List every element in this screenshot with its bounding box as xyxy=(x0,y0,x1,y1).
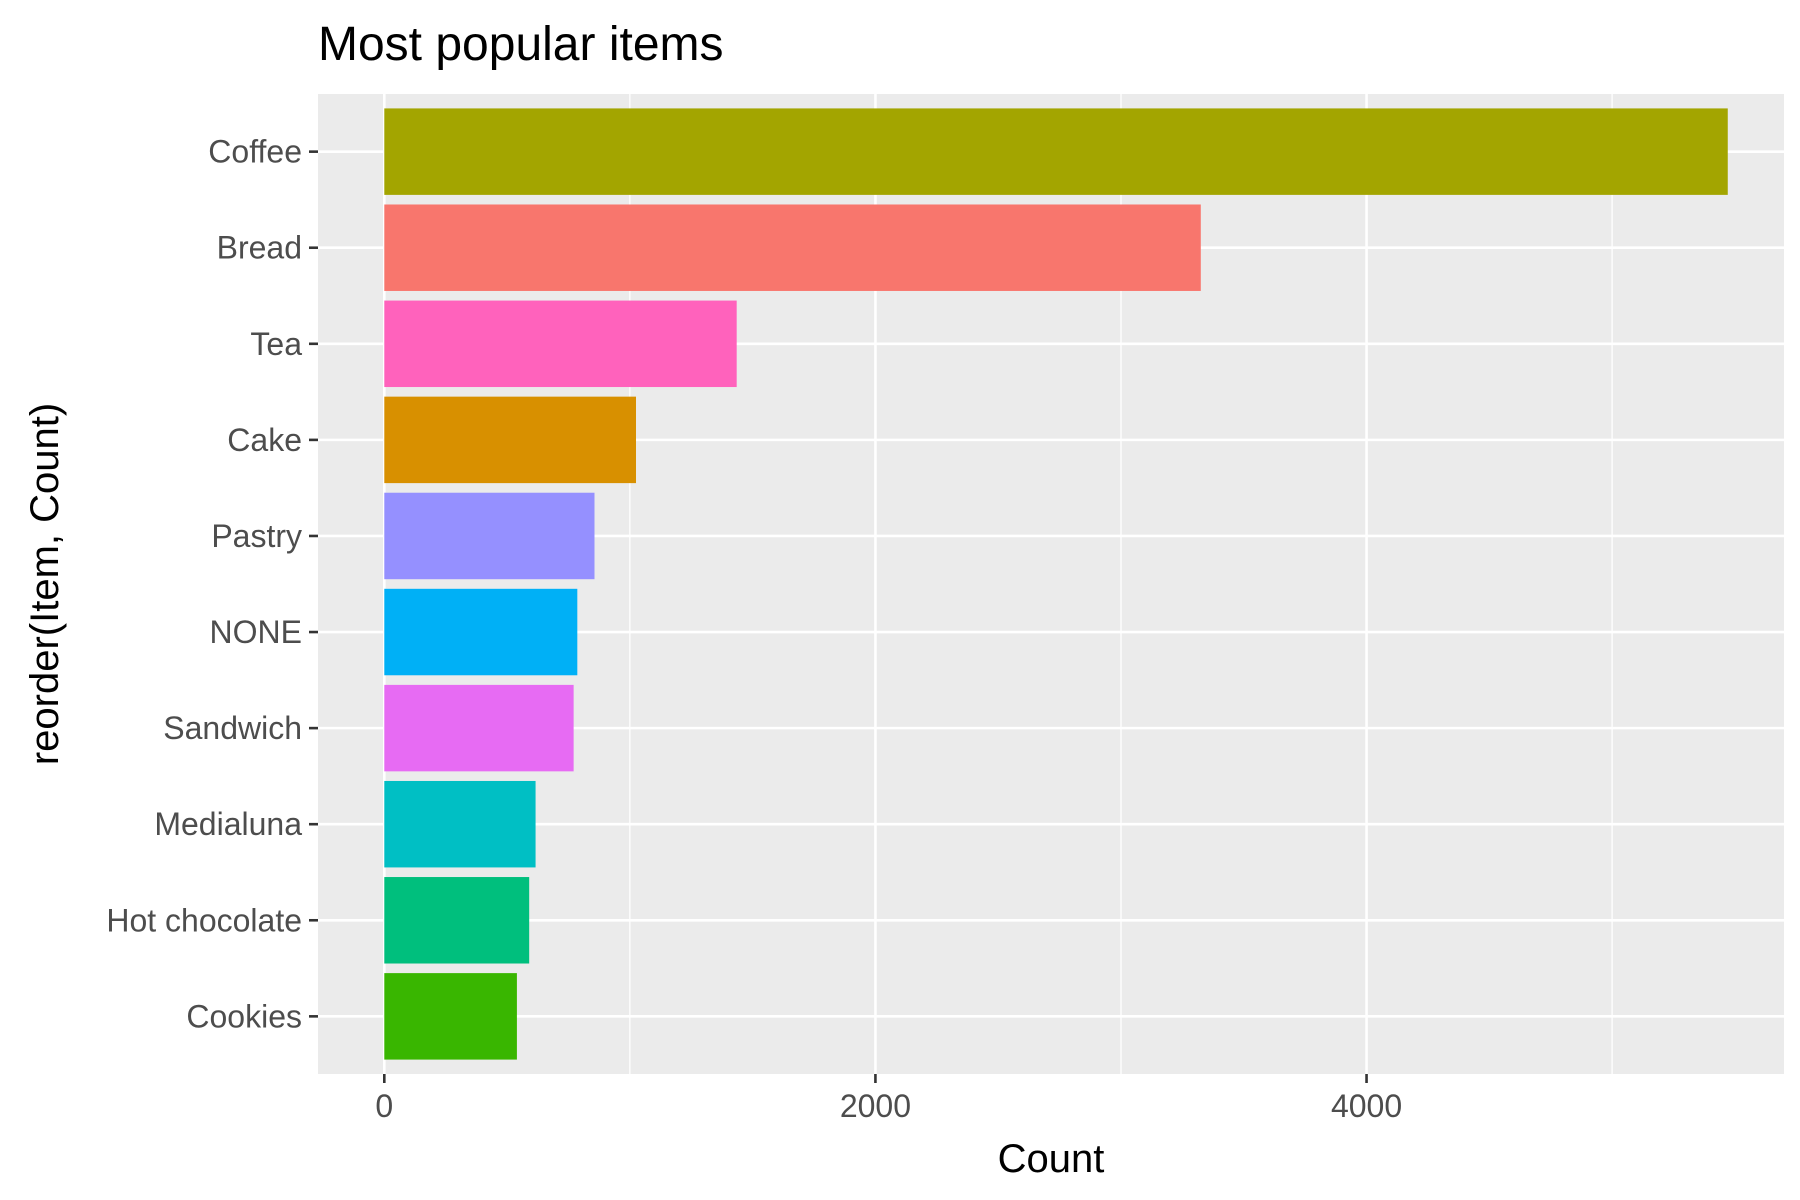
y-tick-label: Cake xyxy=(227,422,302,458)
y-tick-label: Tea xyxy=(250,326,302,362)
y-tick-label: NONE xyxy=(210,614,302,650)
bar-sandwich xyxy=(384,684,574,772)
y-tick-label: Cookies xyxy=(186,998,302,1034)
chart-title: Most popular items xyxy=(318,18,724,71)
bars xyxy=(384,108,1728,1060)
x-tick-label: 4000 xyxy=(1331,1088,1402,1124)
x-tick-label: 2000 xyxy=(840,1088,911,1124)
bar-hot-chocolate xyxy=(384,877,530,964)
y-axis-title: reorder(Item, Count) xyxy=(23,403,67,765)
bar-tea xyxy=(384,300,737,388)
y-axis: Coffee Bread Tea Cake Pastry NONE Sandwich Medi… xyxy=(106,134,318,1034)
bar-cookies xyxy=(384,973,517,1060)
bar-pastry xyxy=(384,492,595,580)
y-tick-label: Medialuna xyxy=(154,806,302,842)
bar-medialuna xyxy=(384,780,536,868)
bar-coffee xyxy=(384,108,1728,195)
bar-cake xyxy=(384,396,637,484)
y-tick-label: Coffee xyxy=(208,134,302,170)
x-axis-title: Count xyxy=(998,1137,1105,1181)
bar-none xyxy=(384,588,578,676)
x-axis: 0 2000 4000 xyxy=(375,1074,1402,1124)
y-tick-label: Hot chocolate xyxy=(106,902,302,938)
y-tick-label: Pastry xyxy=(211,518,302,554)
y-tick-label: Bread xyxy=(217,230,302,266)
y-tick-label: Sandwich xyxy=(163,710,302,746)
x-tick-label: 0 xyxy=(375,1088,393,1124)
bar-bread xyxy=(384,204,1201,291)
